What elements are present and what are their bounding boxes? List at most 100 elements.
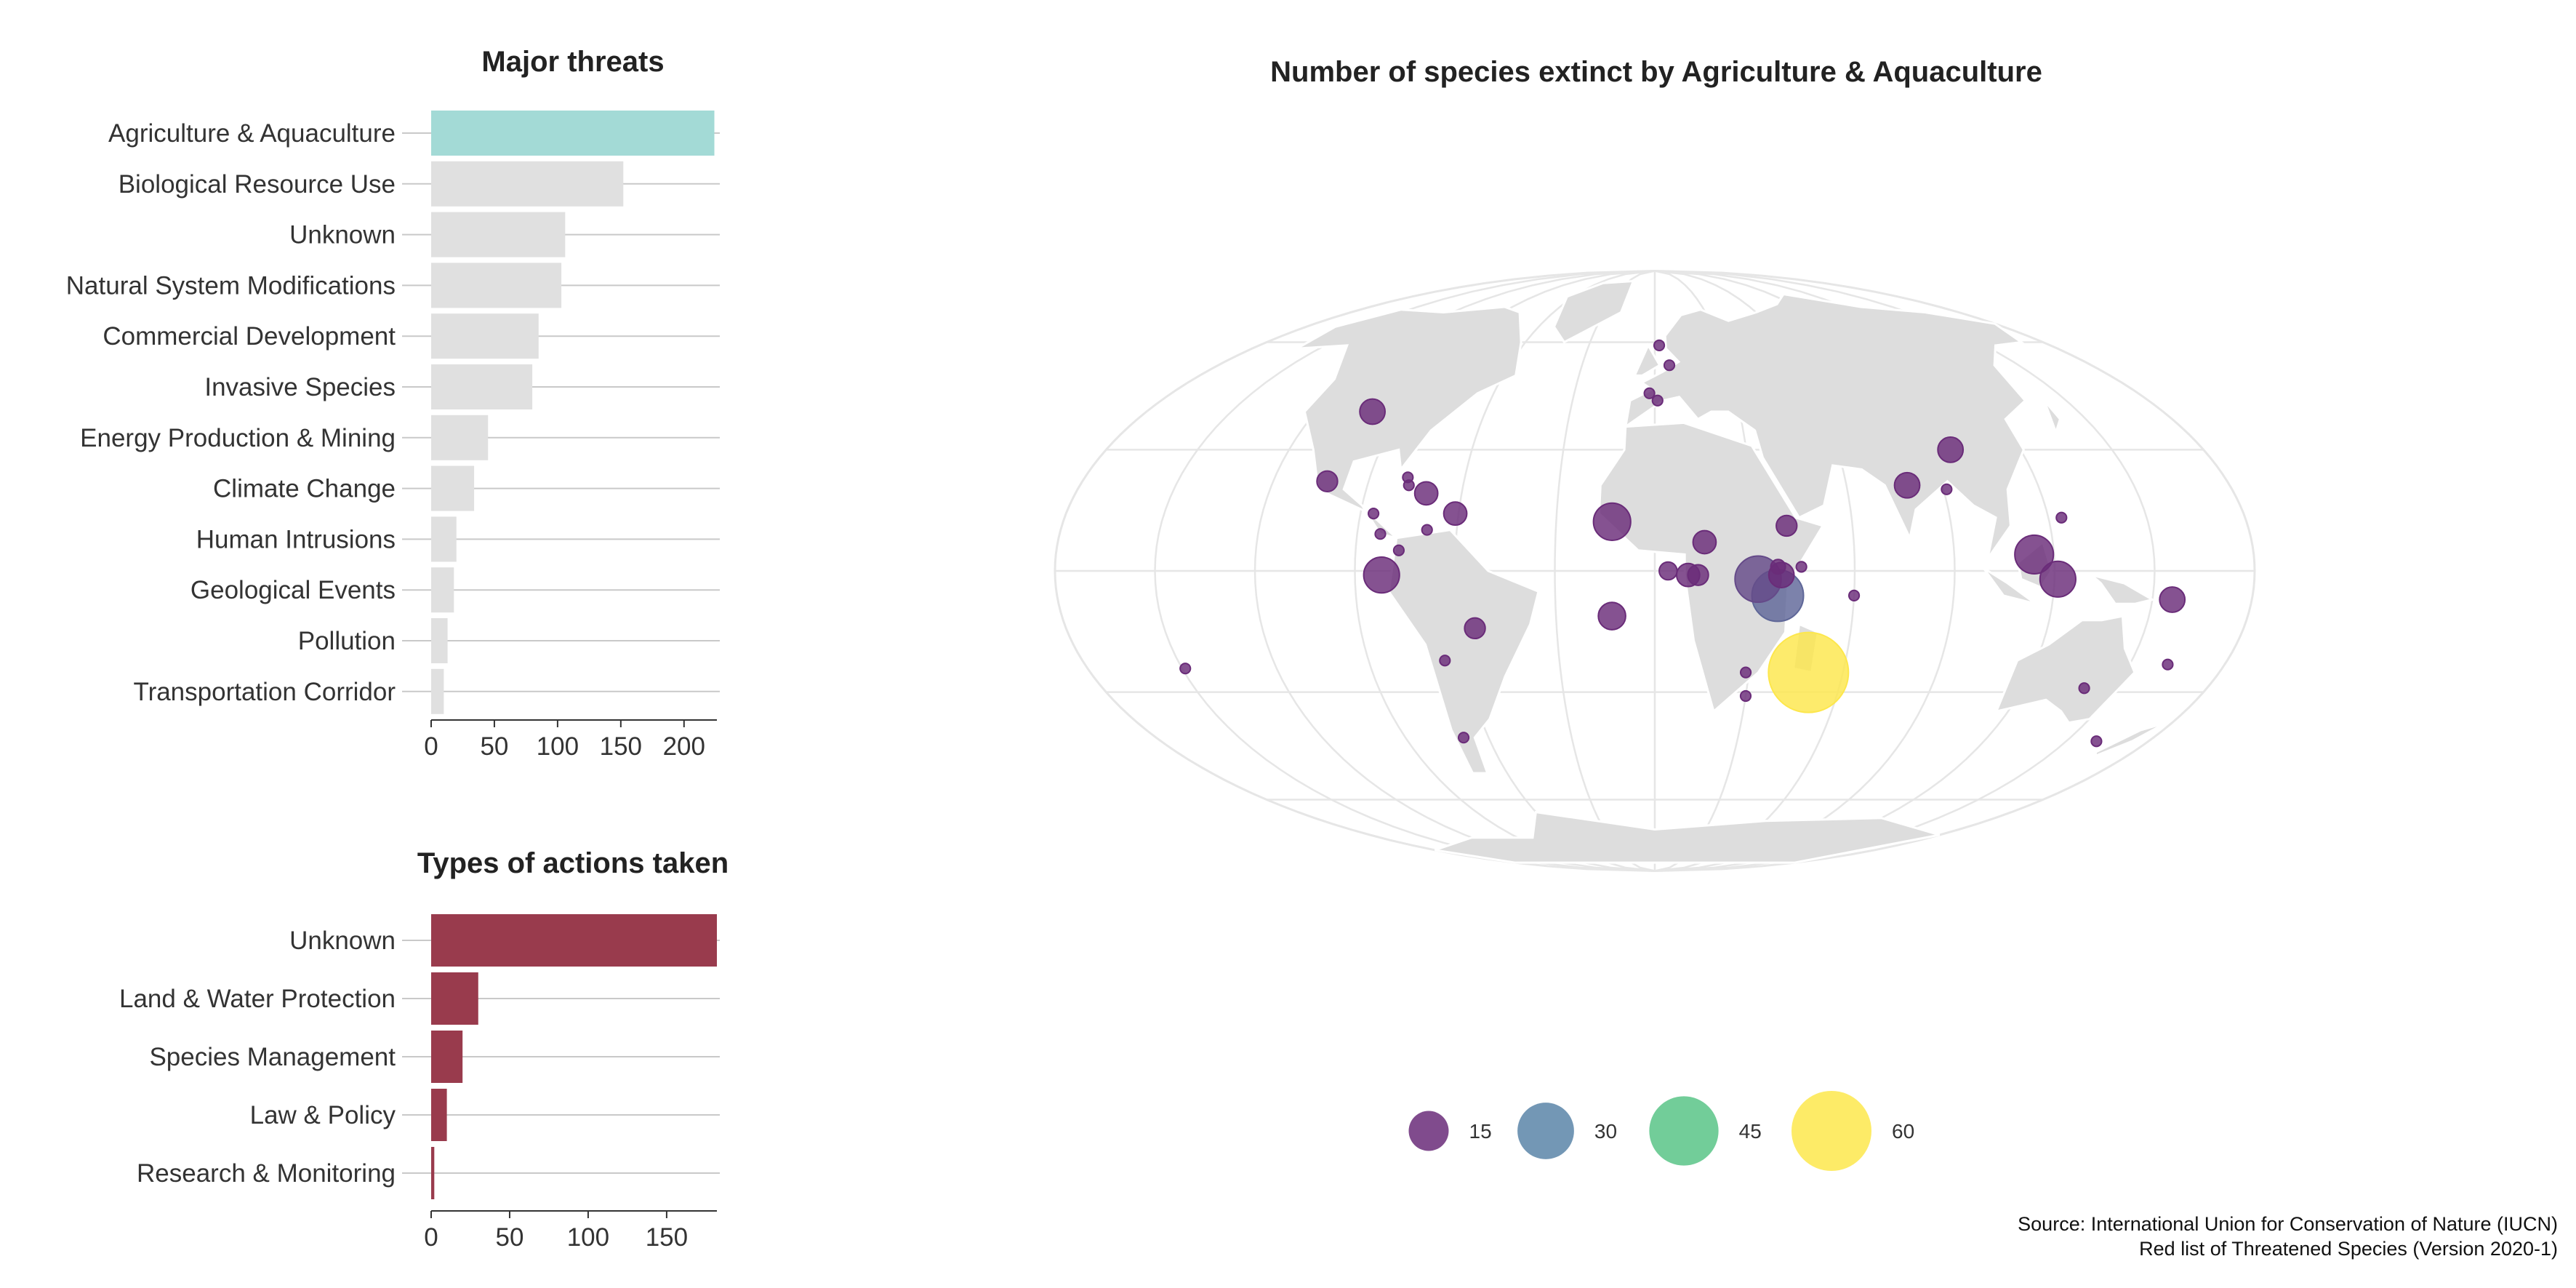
map-bubble xyxy=(1653,339,1666,352)
actions-tick-label: 50 xyxy=(495,1223,523,1252)
source-line-1: Source: International Union for Conserva… xyxy=(2018,1213,2558,1235)
map-landmass xyxy=(1552,279,1635,344)
map-bubble xyxy=(2039,560,2077,598)
threats-category-label: Transportation Corridor xyxy=(133,678,396,706)
threats-category-label: Pollution xyxy=(298,627,396,655)
actions-x-axis: 0 50 100 150 xyxy=(424,1210,717,1252)
actions-bars xyxy=(431,914,717,1199)
actions-title: Types of actions taken xyxy=(417,847,729,879)
threats-bar xyxy=(431,161,624,207)
actions-category-label: Species Management xyxy=(149,1043,396,1071)
map-bubble xyxy=(2162,658,2174,671)
map-bubble xyxy=(1392,544,1405,556)
actions-category-label: Unknown xyxy=(289,927,396,955)
actions-tick-label: 100 xyxy=(567,1223,609,1252)
map-landmass xyxy=(1994,615,2136,724)
map-bubble xyxy=(1937,436,1965,463)
map-bubble xyxy=(1795,561,1807,573)
size-legend-label: 30 xyxy=(1594,1120,1617,1143)
map-bubble xyxy=(2014,534,2055,575)
threats-bar xyxy=(431,465,475,511)
actions-bar xyxy=(431,972,478,1025)
threats-category-label: Invasive Species xyxy=(204,373,396,401)
map-bubble xyxy=(1893,471,1921,499)
threats-bar xyxy=(431,567,454,613)
map-bubble xyxy=(1368,508,1380,520)
major-threats-title: Major threats xyxy=(481,46,664,78)
actions-chart: Types of actions taken Unknown Land & Wat… xyxy=(119,847,729,1252)
map-bubble xyxy=(1687,564,1709,586)
map-bubble xyxy=(1692,529,1717,555)
map-landmass xyxy=(1387,528,1540,775)
map-bubble xyxy=(1403,479,1415,492)
actions-category-labels: Unknown Land & Water Protection Species Ma… xyxy=(119,927,396,1188)
map-bubble xyxy=(1374,528,1387,540)
map-landmass xyxy=(1970,549,2037,605)
map-bubble xyxy=(1421,524,1433,536)
threats-bar xyxy=(431,415,489,460)
map-bubble xyxy=(1941,483,1953,495)
map-bubble xyxy=(1597,601,1626,631)
threats-tick-label: 150 xyxy=(600,732,642,761)
major-threats-chart: Major threats Agriculture & Aquaculture B… xyxy=(66,46,720,761)
actions-category-label: Land & Water Protection xyxy=(119,985,396,1013)
map-bubble xyxy=(1592,502,1632,541)
threats-category-label: Unknown xyxy=(289,221,396,249)
world-map-chart: Number of species extinct by Agriculture… xyxy=(1054,56,2256,1171)
map-landmass xyxy=(2090,574,2156,605)
actions-bar xyxy=(431,1031,463,1083)
map-bubble xyxy=(2090,735,2103,748)
threats-category-label: Natural System Modifications xyxy=(66,271,396,300)
map-landmass xyxy=(2094,721,2167,758)
threats-bar xyxy=(431,212,566,257)
map-bubble xyxy=(1658,561,1678,581)
size-legend-circle xyxy=(1517,1103,1574,1159)
map-bubble xyxy=(1768,631,1850,713)
size-legend-label: 15 xyxy=(1469,1120,1492,1143)
size-legend-label: 60 xyxy=(1892,1120,1914,1143)
map-bubble xyxy=(1739,689,1752,703)
size-legend-label: 45 xyxy=(1739,1120,1762,1143)
actions-bar xyxy=(431,914,717,967)
threats-bar xyxy=(431,618,448,663)
threats-bar xyxy=(431,668,444,714)
map-bubble xyxy=(1847,589,1861,602)
map-landmass xyxy=(1624,292,2027,559)
map-bubble xyxy=(1643,387,1656,399)
map-landmass xyxy=(1632,343,1661,377)
map-title: Number of species extinct by Agriculture… xyxy=(1270,56,2042,88)
major-threats-bars xyxy=(431,111,715,714)
map-bubble xyxy=(1316,470,1339,492)
map-landmass xyxy=(1296,305,1522,540)
actions-bar xyxy=(431,1147,435,1199)
map-bubble xyxy=(1651,394,1664,407)
threats-bar xyxy=(431,263,562,308)
map-bubble xyxy=(1457,732,1470,744)
map-bubble xyxy=(1413,481,1439,506)
threats-tick-label: 0 xyxy=(424,732,438,761)
map-bubble xyxy=(1439,655,1451,667)
major-threats-category-labels: Agriculture & Aquaculture Biological Reso… xyxy=(66,119,396,706)
map-landmass xyxy=(2043,399,2062,447)
actions-category-label: Law & Policy xyxy=(250,1101,396,1129)
threats-category-label: Agriculture & Aquaculture xyxy=(108,119,396,148)
map-bubble xyxy=(2055,511,2068,524)
map-bubble xyxy=(1739,666,1752,679)
map-bubble xyxy=(1359,398,1387,425)
map-bubble xyxy=(1663,359,1676,372)
map-bubble xyxy=(1443,501,1468,527)
source-line-2: Red list of Threatened Species (Version … xyxy=(2139,1238,2558,1260)
size-legend-circle xyxy=(1408,1111,1449,1151)
map-bubble xyxy=(1770,559,1786,575)
threats-category-label: Geological Events xyxy=(190,576,396,604)
threats-bar xyxy=(431,313,539,359)
map-bubble xyxy=(1363,556,1400,594)
threats-category-label: Human Intrusions xyxy=(196,525,396,553)
actions-tick-label: 0 xyxy=(424,1223,438,1252)
size-legend-circle xyxy=(1791,1091,1871,1171)
threats-tick-label: 100 xyxy=(537,732,579,761)
map-landmass xyxy=(1434,810,1941,864)
map-bubble xyxy=(1775,514,1798,537)
threats-bar xyxy=(431,364,533,409)
